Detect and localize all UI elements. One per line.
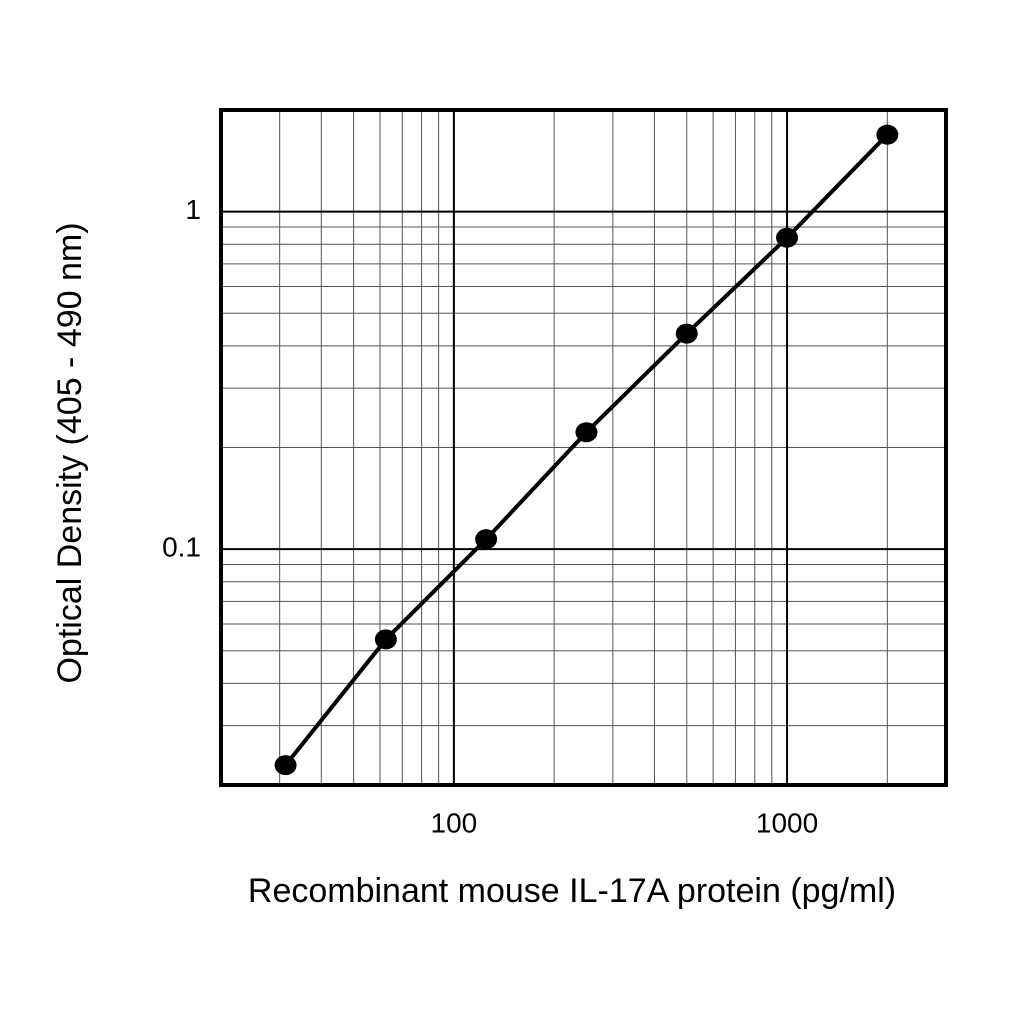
data-point — [374, 629, 397, 650]
y-axis-title: Optical Density (405 - 490 nm) — [51, 222, 89, 683]
data-point — [575, 422, 598, 443]
data-point — [675, 323, 698, 344]
x-axis-title: Recombinant mouse IL-17A protein (pg/ml) — [248, 872, 896, 910]
data-point — [776, 227, 799, 248]
data-point — [876, 124, 899, 145]
y-tick-label: 1 — [185, 194, 201, 225]
x-tick-label: 100 — [431, 807, 478, 838]
x-tick-label: 1000 — [756, 807, 818, 838]
y-tick-label: 0.1 — [162, 531, 201, 562]
data-point — [475, 529, 498, 550]
data-point — [274, 755, 297, 776]
plot-frame — [219, 108, 948, 787]
